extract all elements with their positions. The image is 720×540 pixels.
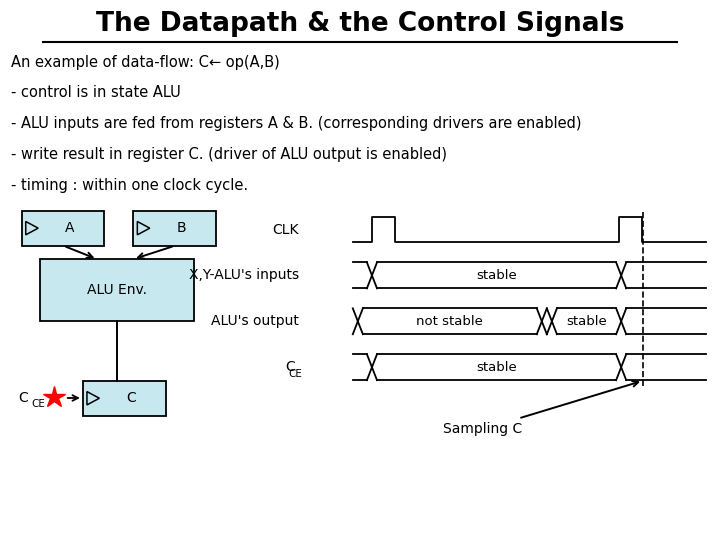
Text: - control is in state ALU: - control is in state ALU [11,85,181,100]
FancyBboxPatch shape [83,381,166,416]
Text: The Datapath & the Control Signals: The Datapath & the Control Signals [96,11,624,37]
Text: C: C [285,360,295,374]
FancyBboxPatch shape [40,259,194,321]
Text: ALU's output: ALU's output [211,314,299,328]
Text: - write result in register C. (driver of ALU output is enabled): - write result in register C. (driver of… [11,147,447,162]
FancyBboxPatch shape [133,211,216,246]
Text: An example of data-flow: C← op(A,B): An example of data-flow: C← op(A,B) [11,55,279,70]
Text: stable: stable [566,315,607,328]
Text: CE: CE [289,369,302,379]
Text: stable: stable [476,361,517,374]
Text: B: B [176,221,186,235]
Text: CE: CE [31,400,45,409]
Text: stable: stable [476,269,517,282]
Text: - ALU inputs are fed from registers A & B. (corresponding drivers are enabled): - ALU inputs are fed from registers A & … [11,116,581,131]
Text: C: C [18,391,28,405]
Text: CLK: CLK [272,222,299,237]
Text: not stable: not stable [416,315,483,328]
Text: - timing : within one clock cycle.: - timing : within one clock cycle. [11,178,248,193]
Text: A: A [65,221,74,235]
FancyBboxPatch shape [22,211,104,246]
Text: X,Y-ALU's inputs: X,Y-ALU's inputs [189,268,299,282]
Text: Sampling C: Sampling C [443,422,522,436]
Text: ALU Env.: ALU Env. [87,284,147,297]
Text: C: C [126,392,135,405]
